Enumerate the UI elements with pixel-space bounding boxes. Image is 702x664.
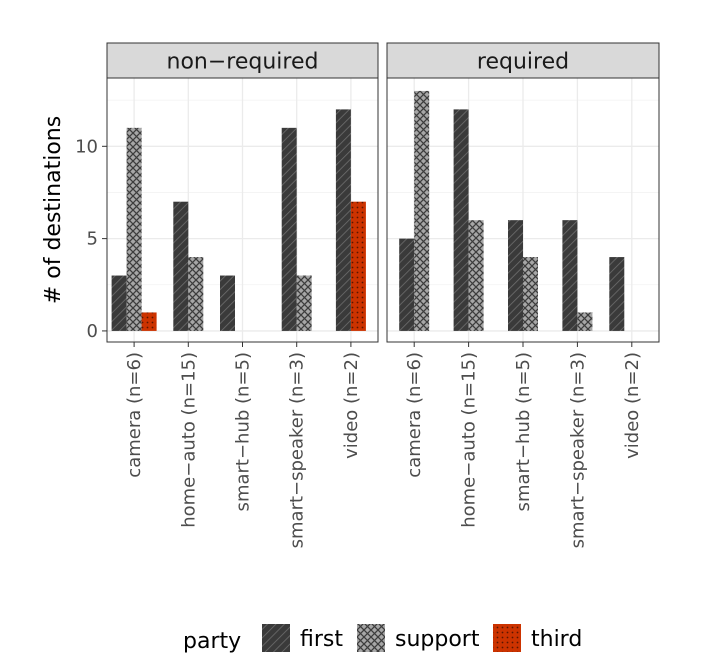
y-tick-label: 0 xyxy=(87,321,98,342)
bar-first xyxy=(453,109,469,331)
y-axis-title: # of destinations xyxy=(41,116,66,304)
bar-third xyxy=(350,201,366,331)
bar-third xyxy=(141,312,157,331)
legend-label-first: first xyxy=(300,627,343,652)
legend-key-support xyxy=(357,624,385,652)
x-tick-label: home−auto (n=15) xyxy=(178,352,199,528)
bar-first xyxy=(220,275,235,331)
x-tick-label: camera (n=6) xyxy=(404,352,425,478)
bar-support xyxy=(188,257,204,331)
bar-support xyxy=(468,220,484,331)
bar-first xyxy=(562,220,578,331)
bar-support xyxy=(296,275,312,331)
bar-first xyxy=(399,238,415,331)
y-tick-label: 5 xyxy=(87,229,98,250)
bar-first xyxy=(508,220,523,331)
x-tick-label: home−auto (n=15) xyxy=(459,352,480,528)
y-tick-label: 10 xyxy=(75,136,98,157)
bar-support xyxy=(414,90,430,331)
bar-support xyxy=(577,312,593,331)
bar-first xyxy=(609,257,625,331)
legend-key-third xyxy=(493,624,521,652)
x-tick-label: smart−speaker (n=3) xyxy=(287,352,308,548)
bar-first xyxy=(173,201,189,331)
bar-first xyxy=(335,109,351,331)
strip-label: required xyxy=(477,50,569,75)
x-tick-label: camera (n=6) xyxy=(124,352,145,478)
x-tick-label: smart−speaker (n=3) xyxy=(567,352,588,548)
bar-first xyxy=(281,127,297,331)
legend-key-first xyxy=(262,624,290,652)
x-tick-label: smart−hub (n=5) xyxy=(233,352,254,511)
strip-background xyxy=(386,42,660,79)
strip-label: non−required xyxy=(167,50,319,75)
bar-support xyxy=(126,127,142,331)
bar-first xyxy=(111,275,127,331)
legend-title: party xyxy=(183,629,241,654)
x-tick-label: smart−hub (n=5) xyxy=(513,352,534,511)
x-tick-label: video (n=2) xyxy=(622,352,643,459)
legend-label-support: support xyxy=(395,627,480,652)
x-tick-label: video (n=2) xyxy=(341,352,362,459)
legend-label-third: third xyxy=(531,627,582,652)
strip-background xyxy=(106,42,379,79)
bar-support xyxy=(523,257,538,331)
